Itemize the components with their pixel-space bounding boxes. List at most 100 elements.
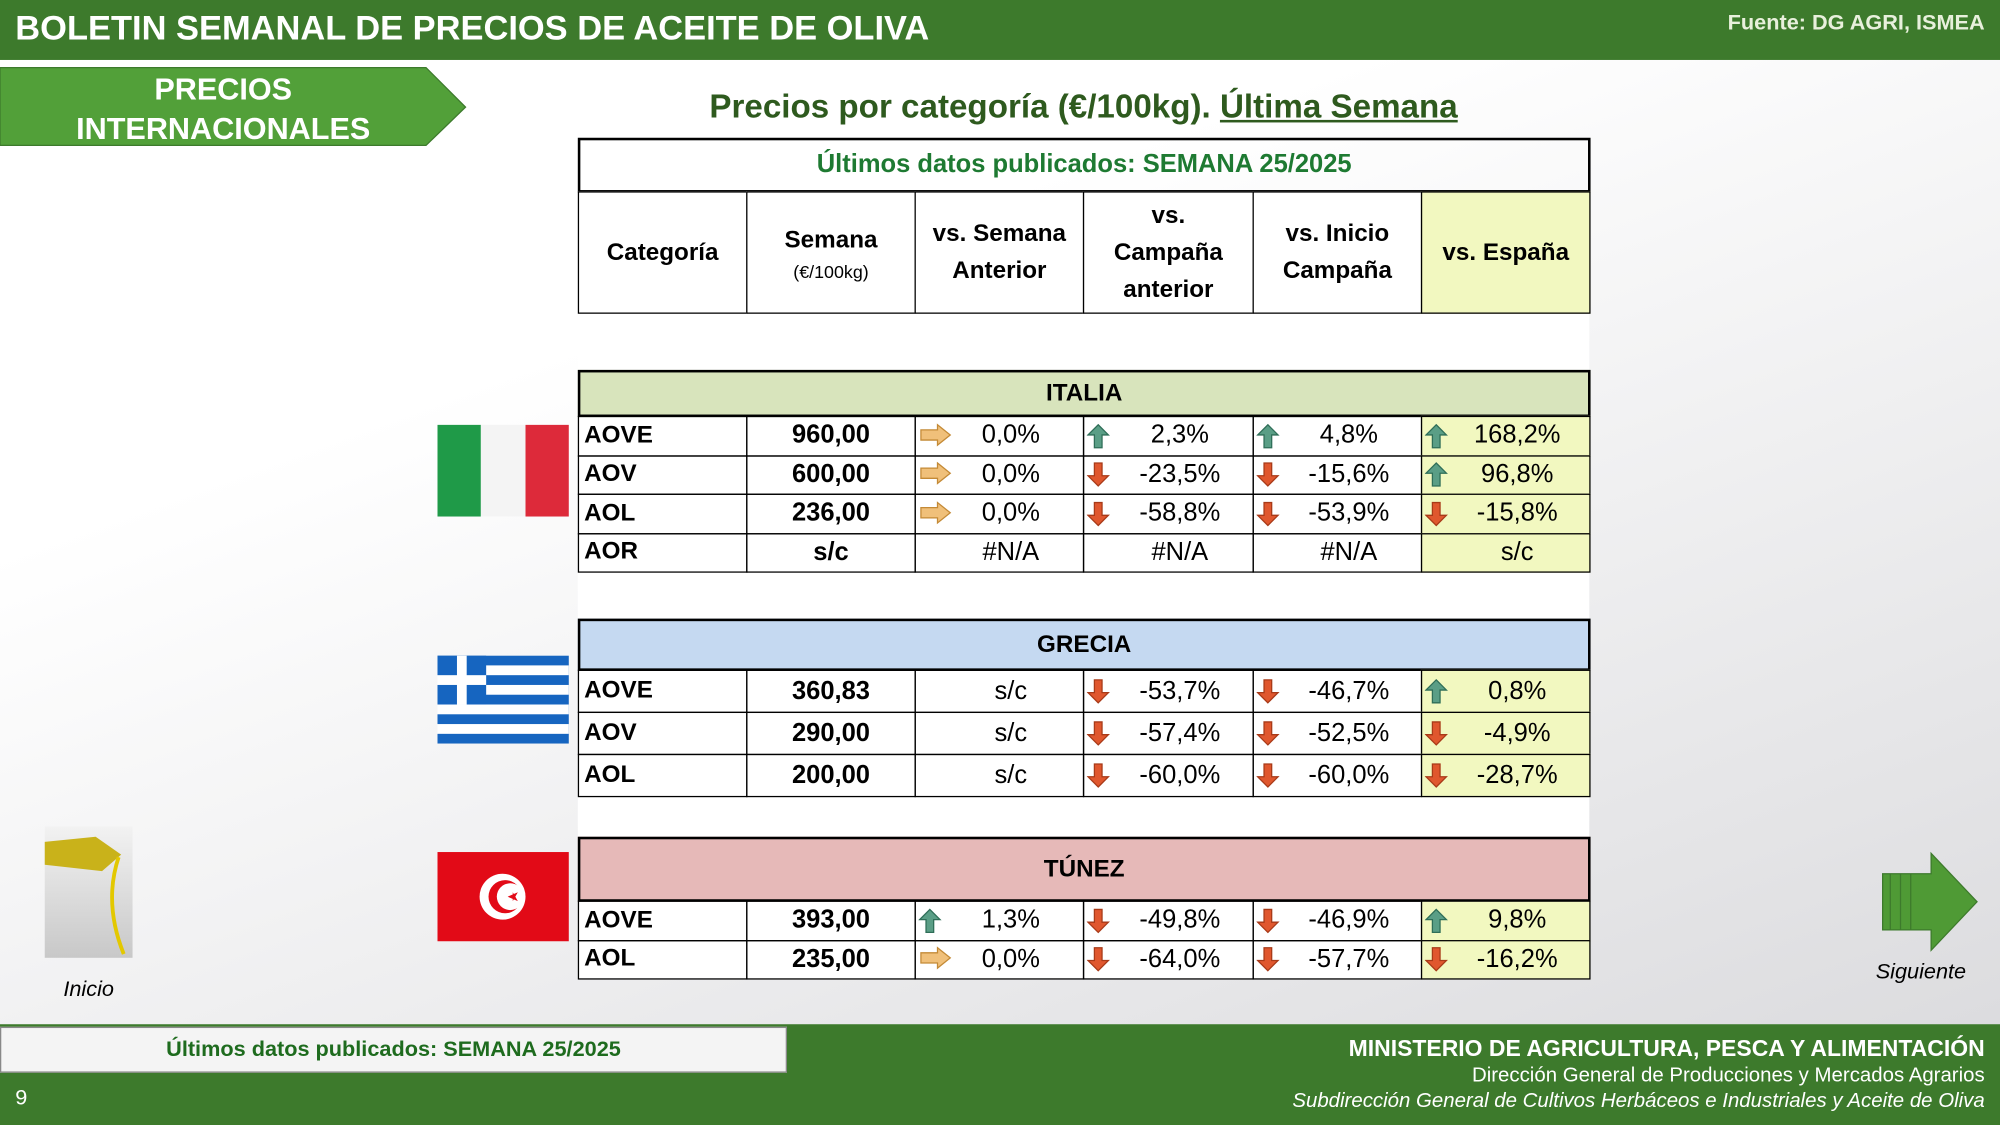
section-arrow — [0, 66, 467, 147]
category-cell: AOR — [577, 532, 748, 573]
change-text: -15,6% — [1308, 460, 1390, 489]
flag-tunisia — [437, 852, 569, 942]
trend-arrow-right — [920, 500, 952, 524]
change-cell: 168,2% — [1420, 415, 1591, 456]
change-text: #N/A — [1320, 537, 1378, 567]
change-text: 0,0% — [981, 499, 1040, 528]
change-text: -57,4% — [1139, 718, 1221, 747]
country-band: TÚNEZ — [577, 836, 1591, 902]
subtitle-text: Precios por categoría (€/100kg). — [709, 86, 1211, 125]
trend-arrow-down — [1086, 679, 1110, 704]
change-text: 1,3% — [981, 905, 1040, 934]
change-cell: -15,6% — [1252, 454, 1423, 495]
trend-arrow-down — [1256, 462, 1280, 488]
flag-italy — [437, 424, 569, 517]
change-text: -60,0% — [1139, 760, 1221, 789]
change-text: -60,0% — [1308, 760, 1390, 789]
change-text: -53,7% — [1139, 676, 1221, 705]
flag-greece — [437, 655, 569, 744]
subtitle: Precios por categoría (€/100kg). Última … — [578, 87, 1589, 127]
country-band: ITALIA — [577, 369, 1591, 418]
page-number: 9 — [15, 1085, 28, 1110]
change-text: s/c — [994, 760, 1028, 789]
change-cell: 0,0% — [914, 454, 1085, 495]
change-cell: #N/A — [914, 532, 1085, 573]
col-header: vs. Semana Anterior — [914, 191, 1085, 314]
change-cell: -23,5% — [1082, 454, 1254, 495]
category-cell: AOL — [577, 753, 748, 798]
change-text: 168,2% — [1473, 421, 1561, 450]
home-label[interactable]: Inicio — [63, 977, 114, 1002]
category-cell: AOV — [577, 454, 748, 495]
col-header-unit: (€/100kg) — [793, 260, 869, 282]
trend-arrow-down — [1086, 462, 1110, 488]
next-label[interactable]: Siguiente — [1875, 959, 1967, 984]
change-cell: -60,0% — [1082, 753, 1254, 798]
change-cell: -15,8% — [1420, 493, 1591, 534]
section-label-line: INTERNACIONALES — [76, 112, 371, 147]
change-text: s/c — [994, 718, 1028, 747]
category-cell: AOVE — [577, 900, 748, 941]
next-arrow[interactable] — [1880, 851, 1979, 953]
change-cell: -57,4% — [1082, 711, 1254, 756]
trend-arrow-down — [1256, 721, 1280, 746]
trend-arrow-up — [1424, 462, 1448, 487]
change-cell: #N/A — [1252, 532, 1423, 573]
change-cell: -46,9% — [1252, 900, 1423, 941]
change-text: -57,7% — [1308, 944, 1390, 973]
change-cell: 0,0% — [914, 415, 1085, 456]
trend-arrow-down — [1256, 763, 1280, 788]
trend-arrow-up — [918, 908, 942, 933]
subdirection: Subdirección General de Cultivos Herbáce… — [1292, 1090, 1985, 1113]
change-text: -16,2% — [1476, 944, 1558, 973]
table-caption: Últimos datos publicados: SEMANA 25/2025 — [577, 137, 1591, 193]
col-header: Semana (€/100kg) — [746, 191, 916, 314]
change-cell: 4,8% — [1252, 415, 1423, 456]
change-cell: -4,9% — [1420, 711, 1591, 756]
change-cell: 0,0% — [914, 493, 1085, 534]
change-text: s/c — [1500, 537, 1534, 567]
change-cell: s/c — [914, 669, 1085, 714]
change-cell: -28,7% — [1420, 753, 1591, 798]
col-header: vs. España — [1420, 191, 1591, 314]
change-text: -64,0% — [1139, 944, 1221, 973]
col-header: Categoría — [577, 191, 748, 314]
trend-arrow-down — [1424, 947, 1448, 972]
change-text: -46,7% — [1308, 676, 1390, 705]
trend-arrow-down — [1424, 501, 1448, 527]
trend-arrow-right — [920, 946, 952, 970]
col-header-text: Semana — [784, 226, 878, 254]
section-label-line: PRECIOS — [154, 72, 293, 108]
trend-arrow-down — [1424, 721, 1448, 746]
trend-arrow-down — [1256, 947, 1280, 972]
change-text: 0,0% — [981, 421, 1040, 450]
price-cell: 600,00 — [746, 454, 916, 495]
trend-arrow-down — [1256, 679, 1280, 704]
trend-arrow-up — [1086, 423, 1110, 449]
ministry: MINISTERIO DE AGRICULTURA, PESCA Y ALIME… — [1348, 1035, 1985, 1062]
trend-arrow-up — [1424, 908, 1448, 933]
change-cell: 1,3% — [914, 900, 1085, 941]
trend-arrow-down — [1086, 947, 1110, 972]
change-text: #N/A — [1151, 537, 1209, 567]
change-text: -52,5% — [1308, 718, 1390, 747]
change-text: -58,8% — [1139, 499, 1221, 528]
change-text: -28,7% — [1476, 760, 1558, 789]
change-text: -53,9% — [1308, 499, 1390, 528]
change-text: 0,0% — [981, 460, 1040, 489]
change-text: -15,8% — [1476, 499, 1558, 528]
price-cell: 290,00 — [746, 711, 916, 756]
price-cell: 235,00 — [746, 939, 916, 980]
home-icon[interactable] — [44, 826, 133, 958]
change-cell: -49,8% — [1082, 900, 1254, 941]
change-cell: 0,0% — [914, 939, 1085, 980]
footer-note: Últimos datos publicados: SEMANA 25/2025 — [0, 1026, 787, 1073]
trend-arrow-right — [920, 462, 952, 486]
change-cell: -52,5% — [1252, 711, 1423, 756]
change-text: 4,8% — [1319, 421, 1378, 450]
trend-arrow-down — [1086, 501, 1110, 527]
change-cell: -57,7% — [1252, 939, 1423, 980]
change-cell: s/c — [1420, 532, 1591, 573]
change-text: #N/A — [982, 537, 1040, 567]
